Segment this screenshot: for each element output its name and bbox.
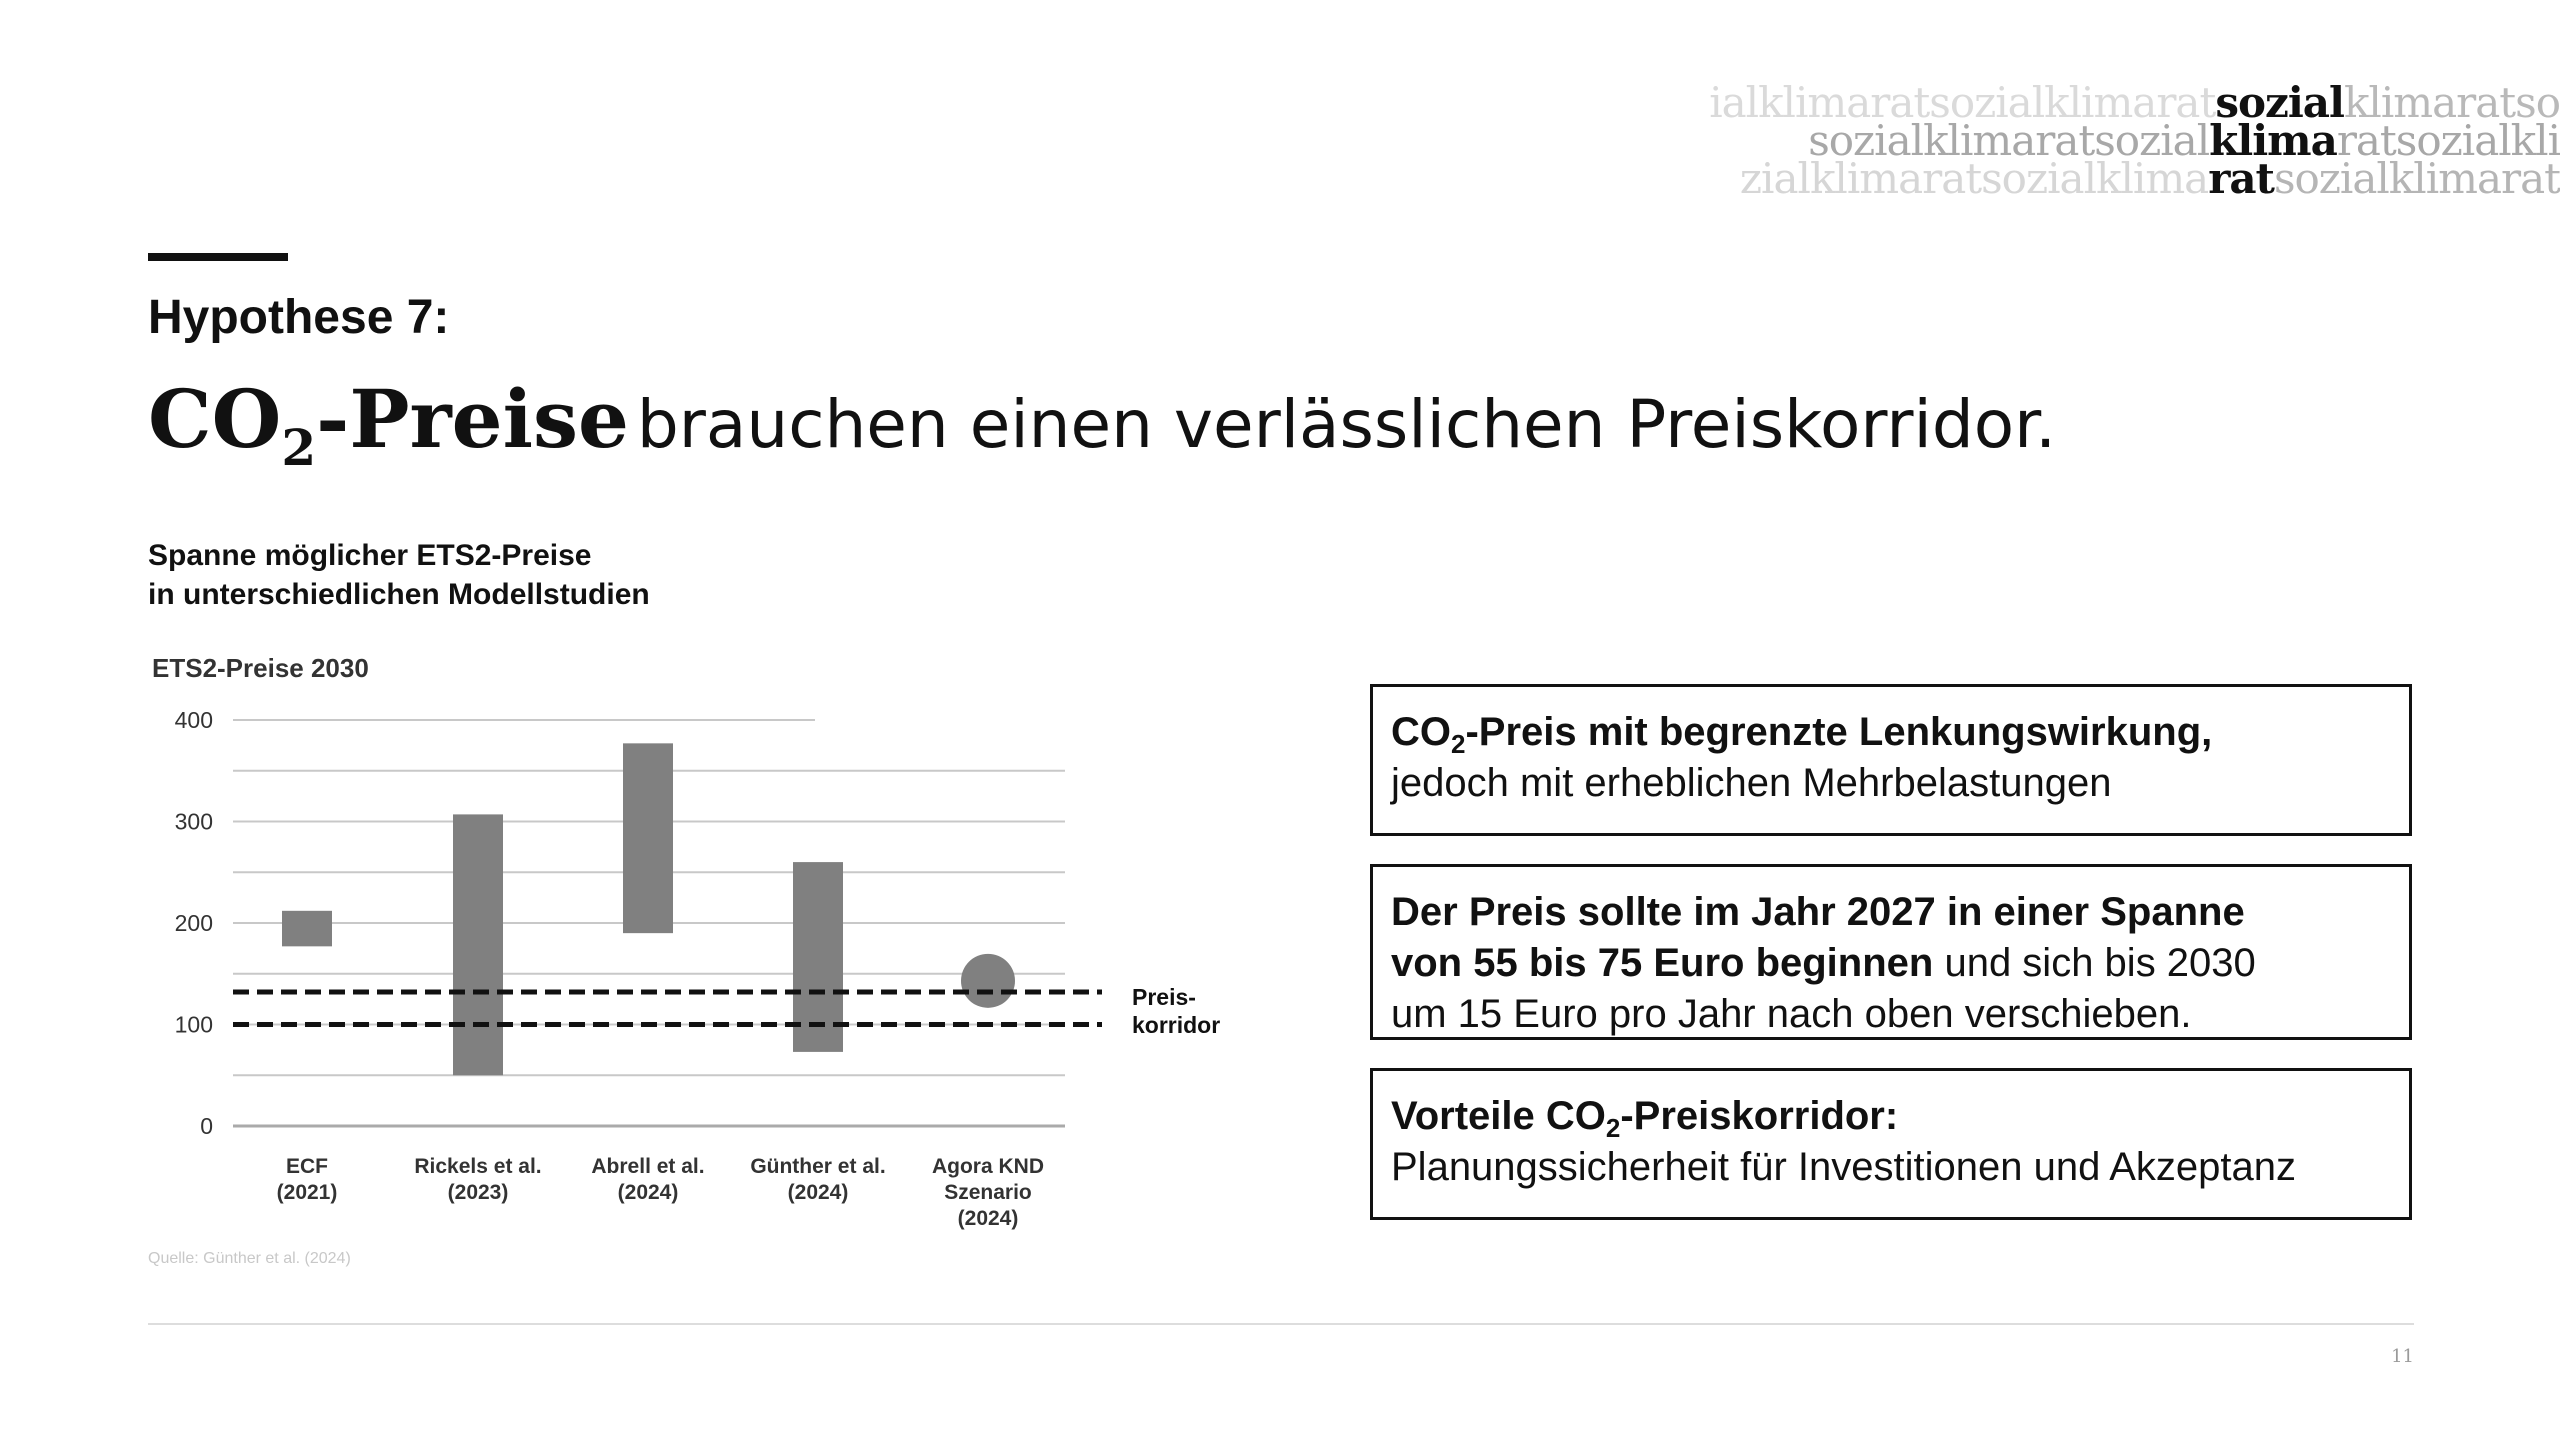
y-tick-label: 300 [175,809,213,835]
headline-strong: CO2-Preise [148,372,629,473]
x-tick-label: (2024) [958,1207,1019,1230]
slide-kicker: Hypothese 7: [148,291,450,344]
logo-text: klimaratso [2343,84,2560,122]
slide-headline: CO2-Preise brauchen einen verlässlichen P… [148,372,2057,473]
info-box-line: Planungssicherheit für Investitionen und… [1391,1145,2297,1189]
headline-rest: brauchen einen verlässlichen Preiskorrid… [636,386,2057,463]
chart-title: Spanne möglicher ETS2-Preise in untersch… [148,536,650,614]
info-box-bold-text: -Preis mit begrenzte Lenkungswirkung, [1465,710,2213,754]
info-box-bold: Der Preis sollte im Jahr 2027 in einer S… [1391,890,2245,934]
range-bar [793,862,843,1052]
x-tick-label: (2023) [448,1181,509,1204]
corridor-label: Preis- [1132,984,1196,1010]
info-box-bold-text: -Preiskorridor: [1620,1094,1899,1138]
x-tick-label: Agora KND [932,1155,1044,1178]
headline-preise: -Preise [316,372,629,466]
headline-co: CO [148,372,282,466]
logo-text-highlight: klima [2209,122,2338,160]
info-box-vorteile: Vorteile CO2-Preiskorridor: Planungssich… [1370,1068,2412,1220]
logo-text: ratsozialkli [2336,122,2560,160]
x-tick-label: Abrell et al. [591,1155,704,1178]
logo-text: zialklimaratsozialklima [1739,160,2209,198]
info-box-line: um 15 Euro pro Jahr nach oben verschiebe… [1391,992,2192,1036]
logo-text: ialklimaratsozialklimarat [1709,84,2216,122]
headline-subscript: 2 [281,418,317,477]
logo-text: sozialklimarat [2273,160,2560,198]
y-tick-label: 200 [175,910,213,936]
y-tick-label: 400 [175,707,213,733]
chart-title-line: in unterschiedlichen Modellstudien [148,578,650,611]
logo-text-highlight: sozial [2215,84,2345,122]
x-tick-label: Günther et al. [750,1155,885,1178]
page-number: 11 [2391,1346,2414,1367]
y-tick-label: 0 [200,1113,213,1139]
y-tick-label: 100 [175,1012,213,1038]
logo-wordmark: ialklimaratsozialklimaratsozialklimarats… [1360,84,2560,198]
info-box-line: Vorteile CO2-Preiskorridor: [1391,1091,2391,1142]
x-tick-label: ECF [286,1155,328,1178]
info-box-preisspanne: Der Preis sollte im Jahr 2027 in einer S… [1370,864,2412,1040]
subscript: 2 [1451,729,1466,759]
info-box-line: von 55 bis 75 Euro beginnen und sich bis… [1391,938,2391,989]
x-tick-label: (2024) [618,1181,679,1204]
range-bar [453,814,503,1076]
range-bar [623,743,673,934]
chart-title-line: Spanne möglicher ETS2-Preise [148,539,592,572]
logo-row: ialklimaratsozialklimaratsozialklimarats… [1360,84,2560,122]
info-box-bold-text: Vorteile CO [1391,1094,1606,1138]
accent-bar [148,253,288,261]
logo-text: sozialklimaratsozial [1808,122,2210,160]
source-note: Quelle: Günther et al. (2024) [148,1250,351,1267]
y-axis-label: ETS2-Preise 2030 [152,653,369,683]
corridor-label: korridor [1132,1012,1220,1038]
info-box-text: und sich bis 2030 [1933,941,2256,985]
co-text: CO [1391,710,1451,754]
info-box-bold: von 55 bis 75 Euro beginnen [1391,941,1934,985]
logo-row: sozialklimaratsozialklimaratsozialkli [1360,122,2560,160]
range-bar [282,910,332,947]
footer-divider [148,1323,2414,1325]
logo-row: zialklimaratsozialklimaratsozialklimarat [1360,160,2560,198]
info-box-line: Der Preis sollte im Jahr 2027 in einer S… [1391,887,2391,938]
x-tick-label: (2024) [788,1181,849,1204]
range-chart: ETS2-Preise 2030 0 100 200 300 400 Preis-korri… [152,653,1220,1230]
subscript: 2 [1605,1113,1621,1143]
info-box-bold: CO2-Preis mit begrenzte Lenkungswirkung, [1391,710,2213,757]
info-box-lenkungswirkung: CO2-Preis mit begrenzte Lenkungswirkung,… [1370,684,2412,836]
info-box-line: jedoch mit erheblichen Mehrbelastungen [1391,761,2112,805]
x-tick-label: Szenario [944,1181,1032,1204]
info-box-line: CO2-Preis mit begrenzte Lenkungswirkung, [1391,707,2391,758]
x-tick-label: (2021) [277,1181,338,1204]
info-box-bold: Vorteile CO2-Preiskorridor: [1391,1094,1899,1141]
range-point [961,953,1015,1008]
x-tick-label: Rickels et al. [414,1155,541,1178]
logo-text-highlight: rat [2208,160,2275,198]
